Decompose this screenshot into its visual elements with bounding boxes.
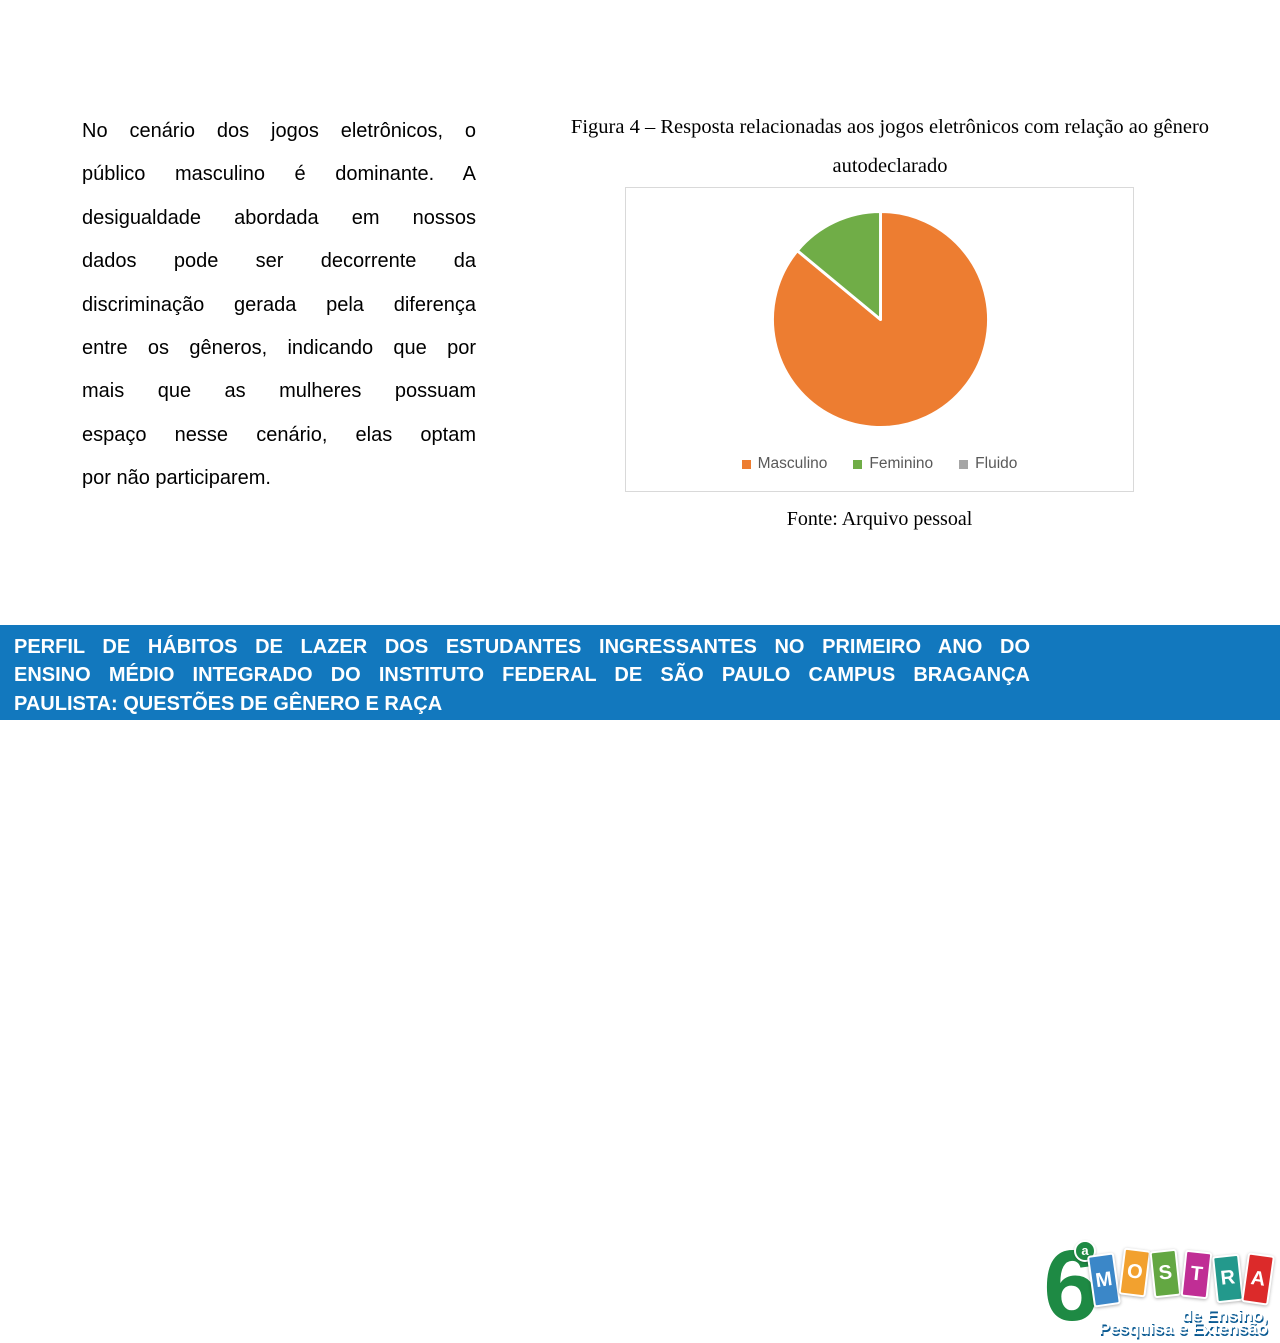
paragraph-line: discriminação gerada pela diferença: [82, 293, 476, 316]
title-banner: PERFIL DE HÁBITOS DE LAZER DOS ESTUDANTE…: [0, 625, 1280, 1343]
logo-letter-flag: R: [1212, 1253, 1244, 1304]
paragraph-line: por não participarem.: [82, 467, 271, 490]
logo-letter: T: [1189, 1262, 1204, 1286]
logo-letter-flag: M: [1086, 1252, 1121, 1308]
figure-caption-line2: autodeclarado: [832, 155, 948, 177]
banner-title-line: PERFIL DE HÁBITOS DE LAZER DOS ESTUDANTE…: [14, 636, 1030, 658]
banner-title-line: ENSINO MÉDIO INTEGRADO DO INSTITUTO FEDE…: [14, 664, 1030, 687]
paragraph-line: entre os gêneros, indicando que por: [82, 337, 476, 360]
chart-frame: Masculino Feminino Fluido: [625, 187, 1134, 492]
intro-paragraph: No cenário dos jogos eletrônicos, o públ…: [82, 110, 476, 501]
logo-tagline-line2: Pesquisa e Extensão: [1098, 1319, 1268, 1338]
legend-label-fluido: Fluido: [975, 455, 1018, 472]
banner-title: PERFIL DE HÁBITOS DE LAZER DOS ESTUDANTE…: [14, 633, 1030, 718]
pie-chart: [768, 207, 993, 432]
paragraph-line: mais que as mulheres possuam: [82, 380, 476, 403]
logo-letter: O: [1125, 1260, 1144, 1284]
legend-swatch-masculino: [741, 459, 751, 469]
paragraph-line: desigualdade abordada em nossos: [82, 206, 476, 229]
logo-letter: S: [1157, 1261, 1174, 1285]
logo-letter-flag: S: [1149, 1248, 1182, 1299]
figure-caption-line1: Figura 4 – Resposta relacionadas aos jog…: [570, 116, 1210, 138]
legend-label-masculino: Masculino: [757, 455, 828, 472]
figure-caption: Figura 4 – Resposta relacionadas aos jog…: [540, 108, 1240, 186]
legend-item-masculino: Masculino: [741, 455, 828, 473]
paragraph-line: No cenário dos jogos eletrônicos, o: [82, 120, 476, 142]
paragraph-line: dados pode ser decorrente da: [82, 250, 476, 273]
pie-svg: [771, 210, 990, 429]
legend-label-feminino: Feminino: [869, 455, 934, 472]
paragraph-line: espaço nesse cenário, elas optam: [82, 423, 476, 446]
paragraph-line: público masculino é dominante. A: [82, 163, 476, 186]
logo-letter-flag: A: [1241, 1252, 1275, 1306]
logo-letter: M: [1094, 1267, 1114, 1292]
event-logo: 6 a M O S T R A de Ensino, Pesquisa e Ex…: [1032, 1228, 1278, 1343]
logo-letter-flag: T: [1180, 1249, 1213, 1300]
legend-item-fluido: Fluido: [959, 455, 1017, 473]
logo-letter: A: [1249, 1266, 1267, 1291]
legend-swatch-feminino: [853, 459, 863, 469]
legend-swatch-fluido: [959, 459, 969, 469]
figure-source: Fonte: Arquivo pessoal: [786, 508, 973, 530]
logo-word-mostra: M O S T R A: [1086, 1247, 1275, 1308]
slide-background: No cenário dos jogos eletrônicos, o públ…: [0, 108, 1280, 1343]
chart-legend: Masculino Feminino Fluido: [626, 455, 1133, 473]
logo-letter: R: [1219, 1266, 1237, 1290]
legend-item-feminino: Feminino: [853, 455, 933, 473]
pie-slice-feminino: [795, 210, 882, 321]
banner-title-line: PAULISTA: QUESTÕES DE GÊNERO E RAÇA: [14, 692, 443, 715]
logo-letter-flag: O: [1118, 1247, 1152, 1298]
